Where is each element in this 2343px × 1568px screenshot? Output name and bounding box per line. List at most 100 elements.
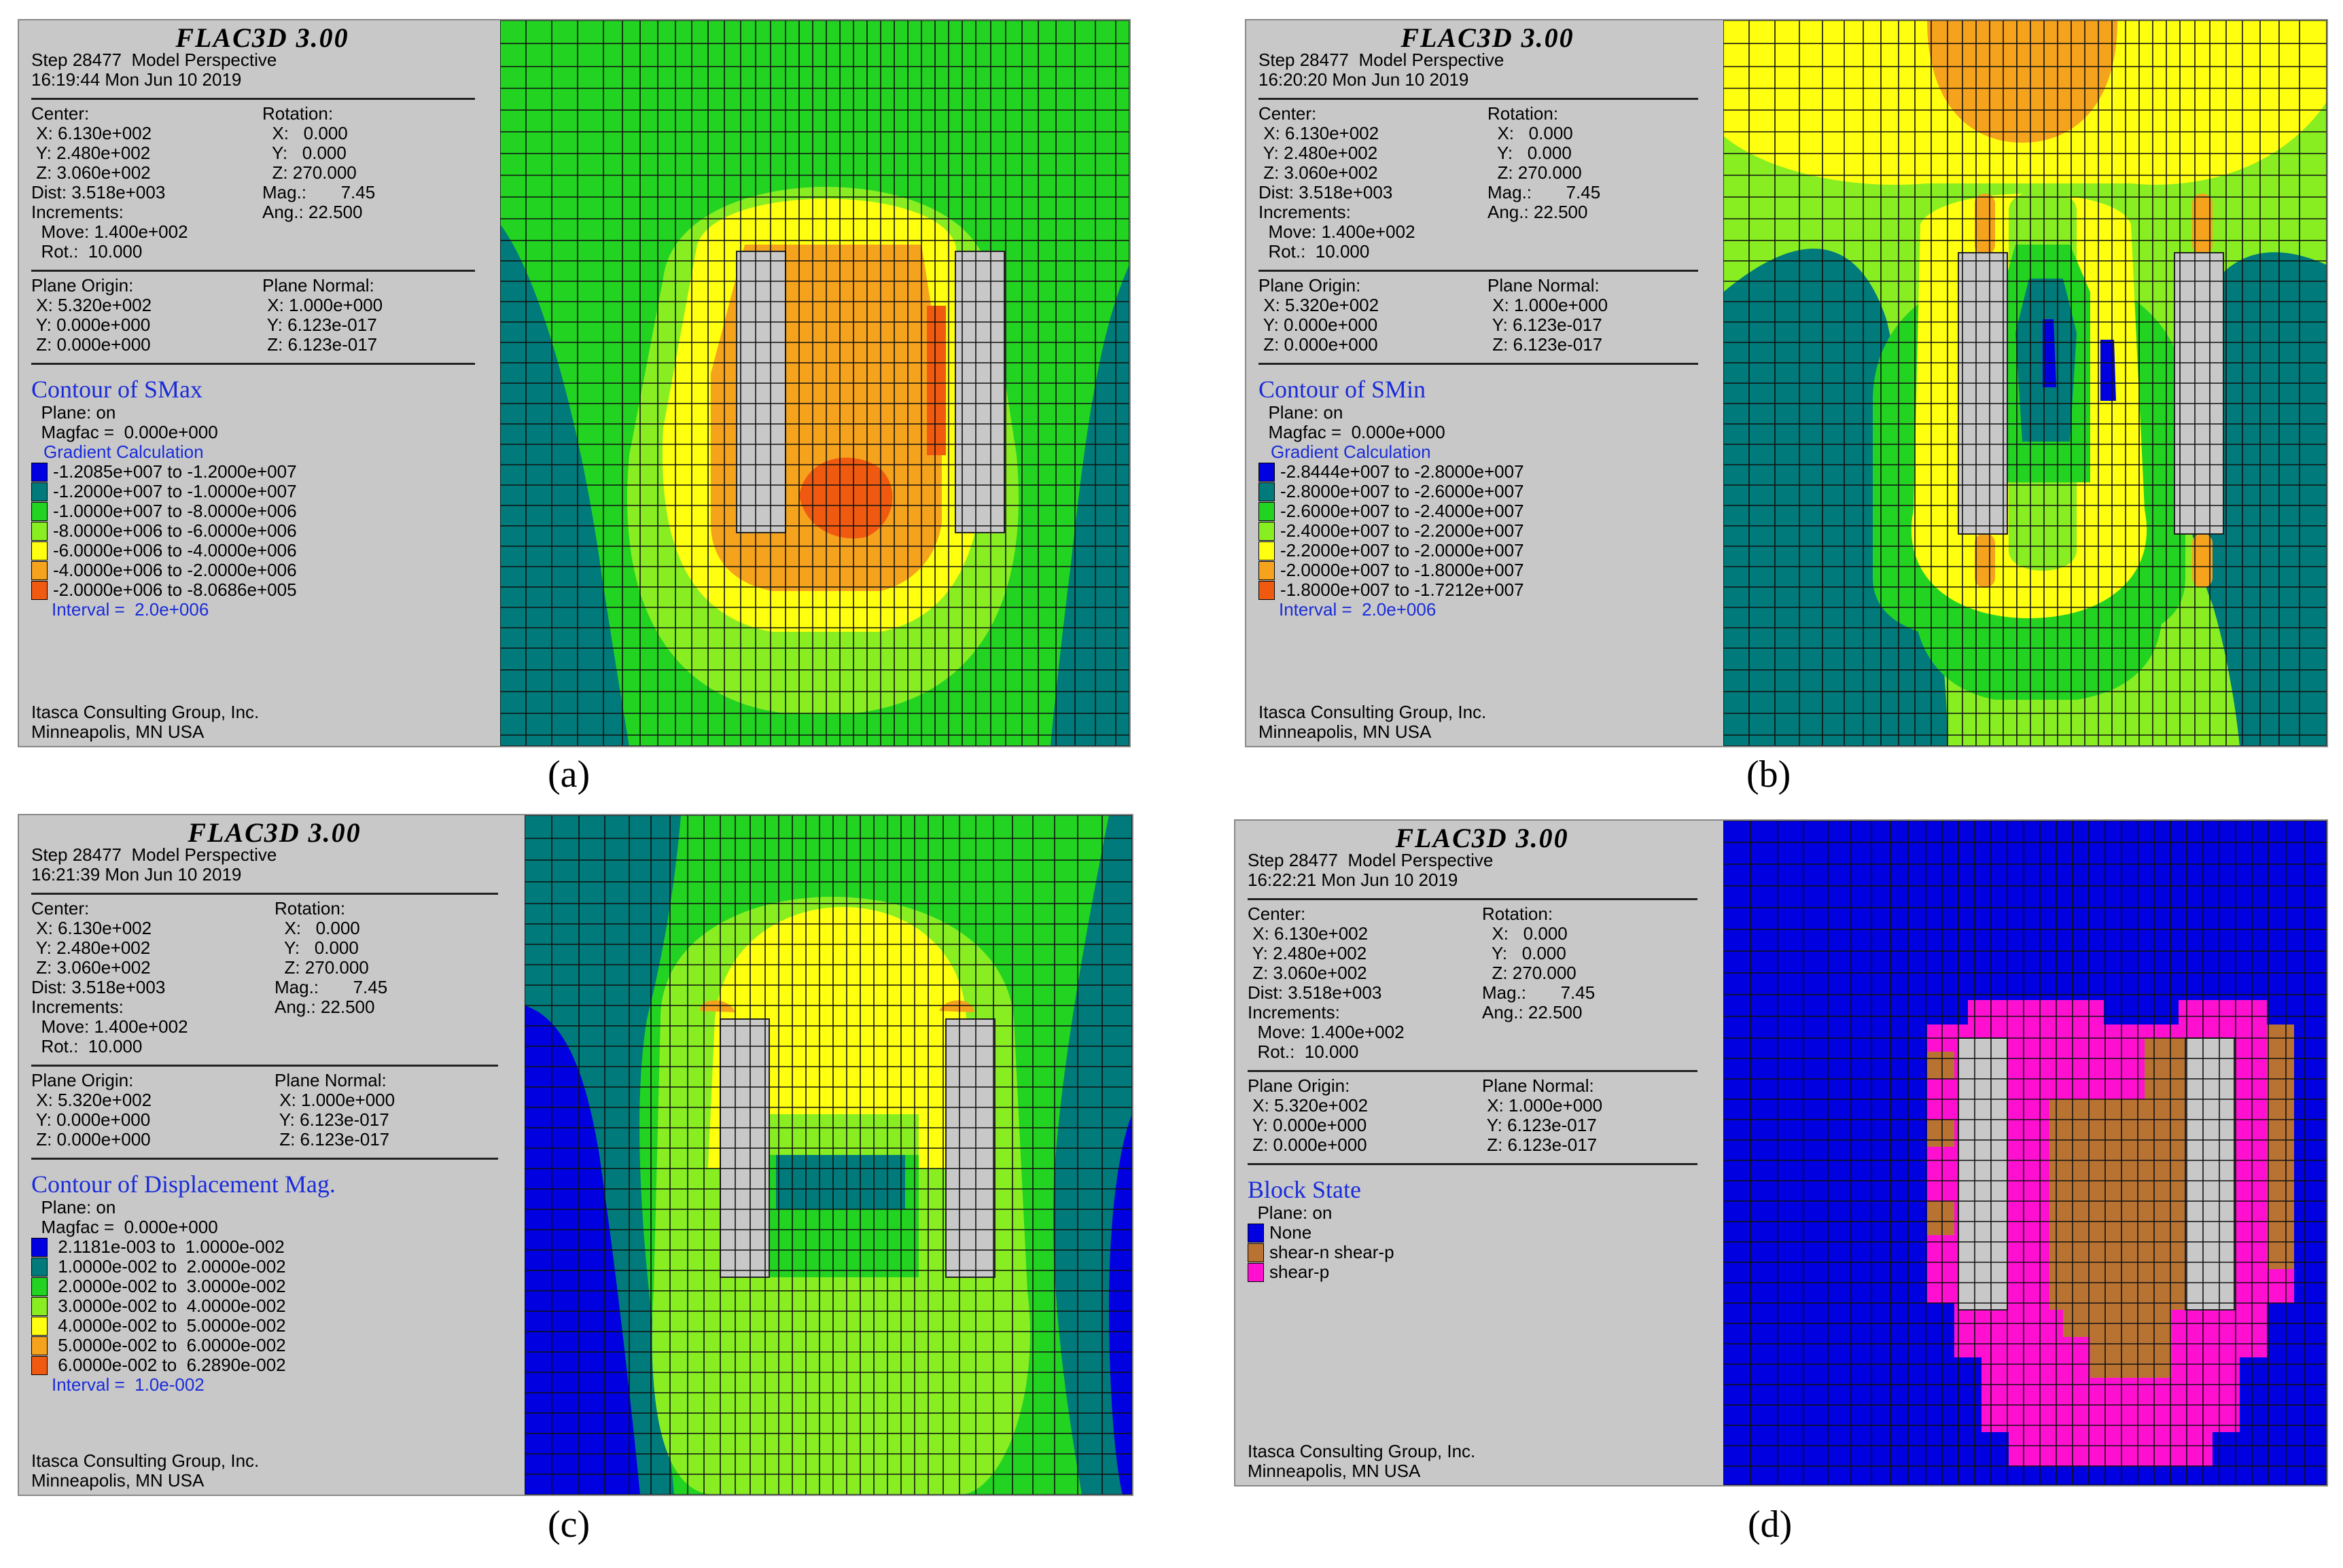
move: Move: 1.400e+002 — [31, 221, 188, 242]
plane-normal-y: Y: 6.123e-017 — [275, 1109, 389, 1130]
legend-row: 6.0000e-002 to 6.2890e-002 — [31, 1355, 518, 1375]
legend-row: -6.0000e+006 to -4.0000e+006 — [31, 541, 493, 560]
legend-swatch — [1258, 462, 1275, 482]
legend-row: 3.0000e-002 to 4.0000e-002 — [31, 1296, 518, 1316]
divider — [1258, 98, 1699, 100]
legend: 2.1181e-003 to 1.0000e-002 1.0000e-002 t… — [31, 1237, 518, 1375]
center-y: Y: 2.480e+002 — [31, 143, 151, 163]
plane-params: Plane Origin: X: 5.320e+002 Y: 0.000e+00… — [31, 1071, 518, 1150]
legend-label: -6.0000e+006 to -4.0000e+006 — [53, 540, 297, 560]
increments: Increments: — [31, 202, 124, 222]
rotation-y: Y: 0.000 — [262, 143, 347, 163]
footer: Itasca Consulting Group, Inc. Minneapoli… — [31, 702, 259, 742]
plane-origin-label: Plane Origin: — [1248, 1075, 1350, 1096]
center-z: Z: 3.060e+002 — [1248, 963, 1367, 983]
center-label: Center: — [31, 898, 90, 919]
plane-origin-x: X: 5.320e+002 — [31, 1090, 152, 1110]
ang: Ang.: 22.500 — [275, 997, 375, 1017]
plane-normal-x: X: 1.000e+000 — [1487, 295, 1608, 315]
block-state-plot — [1723, 821, 2327, 1485]
legend-row: -8.0000e+006 to -6.0000e+006 — [31, 521, 493, 541]
legend-swatch — [1258, 482, 1275, 501]
legend-label: -1.0000e+007 to -8.0000e+006 — [53, 501, 297, 521]
legend-swatch — [31, 1277, 48, 1296]
brand-title: FLAC3D 3.00 — [175, 22, 349, 53]
center-z: Z: 3.060e+002 — [1258, 162, 1378, 183]
center-label: Center: — [31, 103, 90, 124]
divider — [31, 98, 475, 100]
mag: Mag.: 7.45 — [1482, 982, 1596, 1003]
plane-origin-x: X: 5.320e+002 — [31, 295, 152, 315]
center-label: Center: — [1258, 103, 1317, 124]
center-x: X: 6.130e+002 — [31, 918, 152, 938]
mag: Mag.: 7.45 — [262, 182, 376, 202]
step-line: Step 28477 Model Perspective — [31, 50, 277, 70]
plane-normal-x: X: 1.000e+000 — [275, 1090, 395, 1110]
plane-origin-x: X: 5.320e+002 — [1248, 1095, 1369, 1116]
panel-a: FLAC3D 3.00 Step 28477 Model Perspective… — [18, 19, 1131, 747]
rotation-z: Z: 270.000 — [262, 162, 357, 183]
legend-row: -1.2085e+007 to -1.2000e+007 — [31, 462, 493, 482]
legend-row: -2.0000e+007 to -1.8000e+007 — [1258, 560, 1716, 580]
interval: Interval = 2.0e+006 — [1279, 599, 1437, 620]
mag: Mag.: 7.45 — [275, 977, 388, 997]
legend-label: -2.2000e+007 to -2.0000e+007 — [1280, 540, 1524, 560]
footer: Itasca Consulting Group, Inc. Minneapoli… — [31, 1451, 259, 1491]
legend: -1.2085e+007 to -1.2000e+007 -1.2000e+007… — [31, 462, 493, 600]
ang: Ang.: 22.500 — [1487, 202, 1588, 222]
legend-swatch — [31, 1336, 48, 1355]
step-line: Step 28477 Model Perspective — [1248, 850, 1494, 870]
divider — [1248, 898, 1698, 900]
legend-swatch — [1258, 501, 1275, 521]
plane-normal-z: Z: 6.123e-017 — [1482, 1135, 1598, 1155]
gradient-calculation: Gradient Calculation — [1271, 442, 1431, 462]
info-pane: FLAC3D 3.00 Step 28477 Model Perspective… — [19, 815, 525, 1495]
legend-row: shear-p — [1248, 1262, 1716, 1282]
increments: Increments: — [31, 997, 124, 1017]
contour-title: Contour of SMin — [1258, 376, 1426, 403]
view-params: Center: X: 6.130e+002 Y: 2.480e+002 Z: 3… — [31, 899, 518, 1056]
legend-row: -1.2000e+007 to -1.0000e+007 — [31, 482, 493, 501]
legend-swatch — [31, 580, 48, 600]
plane-origin-label: Plane Origin: — [31, 1070, 134, 1090]
legend-label: -2.8000e+007 to -2.6000e+007 — [1280, 481, 1524, 501]
view-params: Center: X: 6.130e+002 Y: 2.480e+002 Z: 3… — [1258, 104, 1716, 262]
move: Move: 1.400e+002 — [1248, 1022, 1405, 1042]
rotation-y: Y: 0.000 — [1482, 943, 1566, 963]
divider — [1248, 1070, 1698, 1072]
plane-origin-z: Z: 0.000e+000 — [1258, 334, 1378, 355]
center-label: Center: — [1248, 904, 1306, 924]
center-x: X: 6.130e+002 — [31, 123, 152, 143]
info-pane: FLAC3D 3.00 Step 28477 Model Perspective… — [19, 20, 500, 746]
rotation-label: Rotation: — [275, 898, 346, 919]
legend-swatch — [1248, 1243, 1264, 1262]
contour-title: Contour of Displacement Mag. — [31, 1171, 336, 1198]
plane-origin-label: Plane Origin: — [31, 275, 134, 296]
legend-label: -2.6000e+007 to -2.4000e+007 — [1280, 501, 1524, 521]
step-line: Step 28477 Model Perspective — [1258, 50, 1504, 70]
legend-row: 5.0000e-002 to 6.0000e-002 — [31, 1336, 518, 1355]
caption-a: (a) — [548, 753, 591, 796]
rotation-z: Z: 270.000 — [275, 957, 369, 978]
footer-company: Itasca Consulting Group, Inc. — [1258, 702, 1487, 722]
panel-c: FLAC3D 3.00 Step 28477 Model Perspective… — [18, 814, 1133, 1496]
divider — [31, 270, 475, 272]
legend-row: -2.6000e+007 to -2.4000e+007 — [1258, 501, 1716, 521]
plane-origin-y: Y: 0.000e+000 — [31, 1109, 151, 1130]
plane-normal-y: Y: 6.123e-017 — [1482, 1115, 1597, 1135]
panel-d: FLAC3D 3.00 Step 28477 Model Perspective… — [1234, 819, 2328, 1486]
center-y: Y: 2.480e+002 — [1248, 943, 1367, 963]
plane-normal-z: Z: 6.123e-017 — [262, 334, 378, 355]
legend-label: -1.2000e+007 to -1.0000e+007 — [53, 481, 297, 501]
legend-label: -2.0000e+006 to -8.0686e+005 — [53, 580, 297, 600]
legend-swatch — [1258, 541, 1275, 560]
plane-origin-label: Plane Origin: — [1258, 275, 1361, 296]
legend-swatch — [31, 1355, 48, 1375]
footer-location: Minneapolis, MN USA — [31, 721, 205, 742]
legend-swatch — [1258, 521, 1275, 541]
center-y: Y: 2.480e+002 — [1258, 143, 1378, 163]
legend: None shear-n shear-p shear-p — [1248, 1223, 1716, 1282]
rot: Rot.: 10.000 — [31, 1036, 143, 1056]
plane-normal-x: X: 1.000e+000 — [1482, 1095, 1603, 1116]
footer-location: Minneapolis, MN USA — [31, 1470, 205, 1491]
